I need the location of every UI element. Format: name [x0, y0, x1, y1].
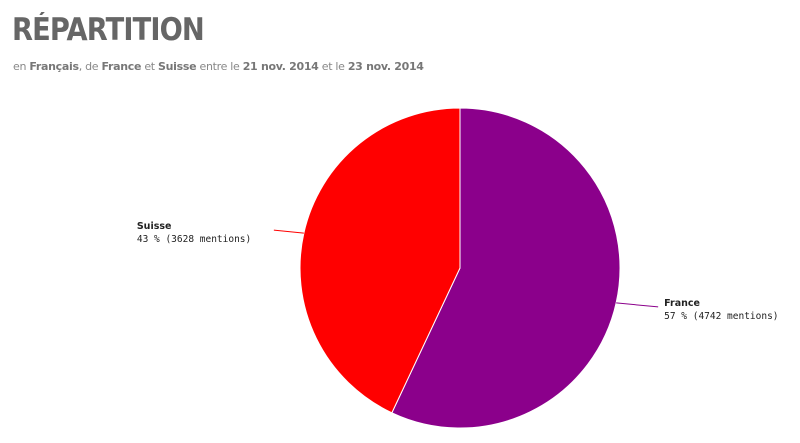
subtitle-part: et — [141, 60, 158, 73]
slice-category-label: France — [664, 298, 700, 309]
leader-line — [616, 302, 659, 308]
leader-line — [273, 229, 304, 234]
subtitle-part: 21 nov. 2014 — [242, 60, 319, 73]
subtitle-part: , de — [78, 60, 102, 73]
chart-subtitle: en Français, de France et Suisse entre l… — [13, 60, 424, 73]
subtitle-part: France — [101, 60, 142, 73]
pie-slice — [299, 107, 461, 414]
slice-value-label: 43 % (3628 mentions) — [137, 234, 251, 245]
subtitle-part: 23 nov. 2014 — [347, 60, 424, 73]
slice-value-label: 57 % (4742 mentions) — [664, 311, 778, 322]
pie-slice — [391, 107, 621, 429]
subtitle-part: en — [13, 60, 30, 73]
subtitle-part: Français — [29, 60, 79, 73]
subtitle-part: Suisse — [158, 60, 197, 73]
chart-title: RÉPARTITION — [12, 12, 205, 48]
subtitle-part: entre le — [196, 60, 243, 73]
slice-category-label: Suisse — [137, 221, 172, 232]
subtitle-part: et le — [318, 60, 348, 73]
